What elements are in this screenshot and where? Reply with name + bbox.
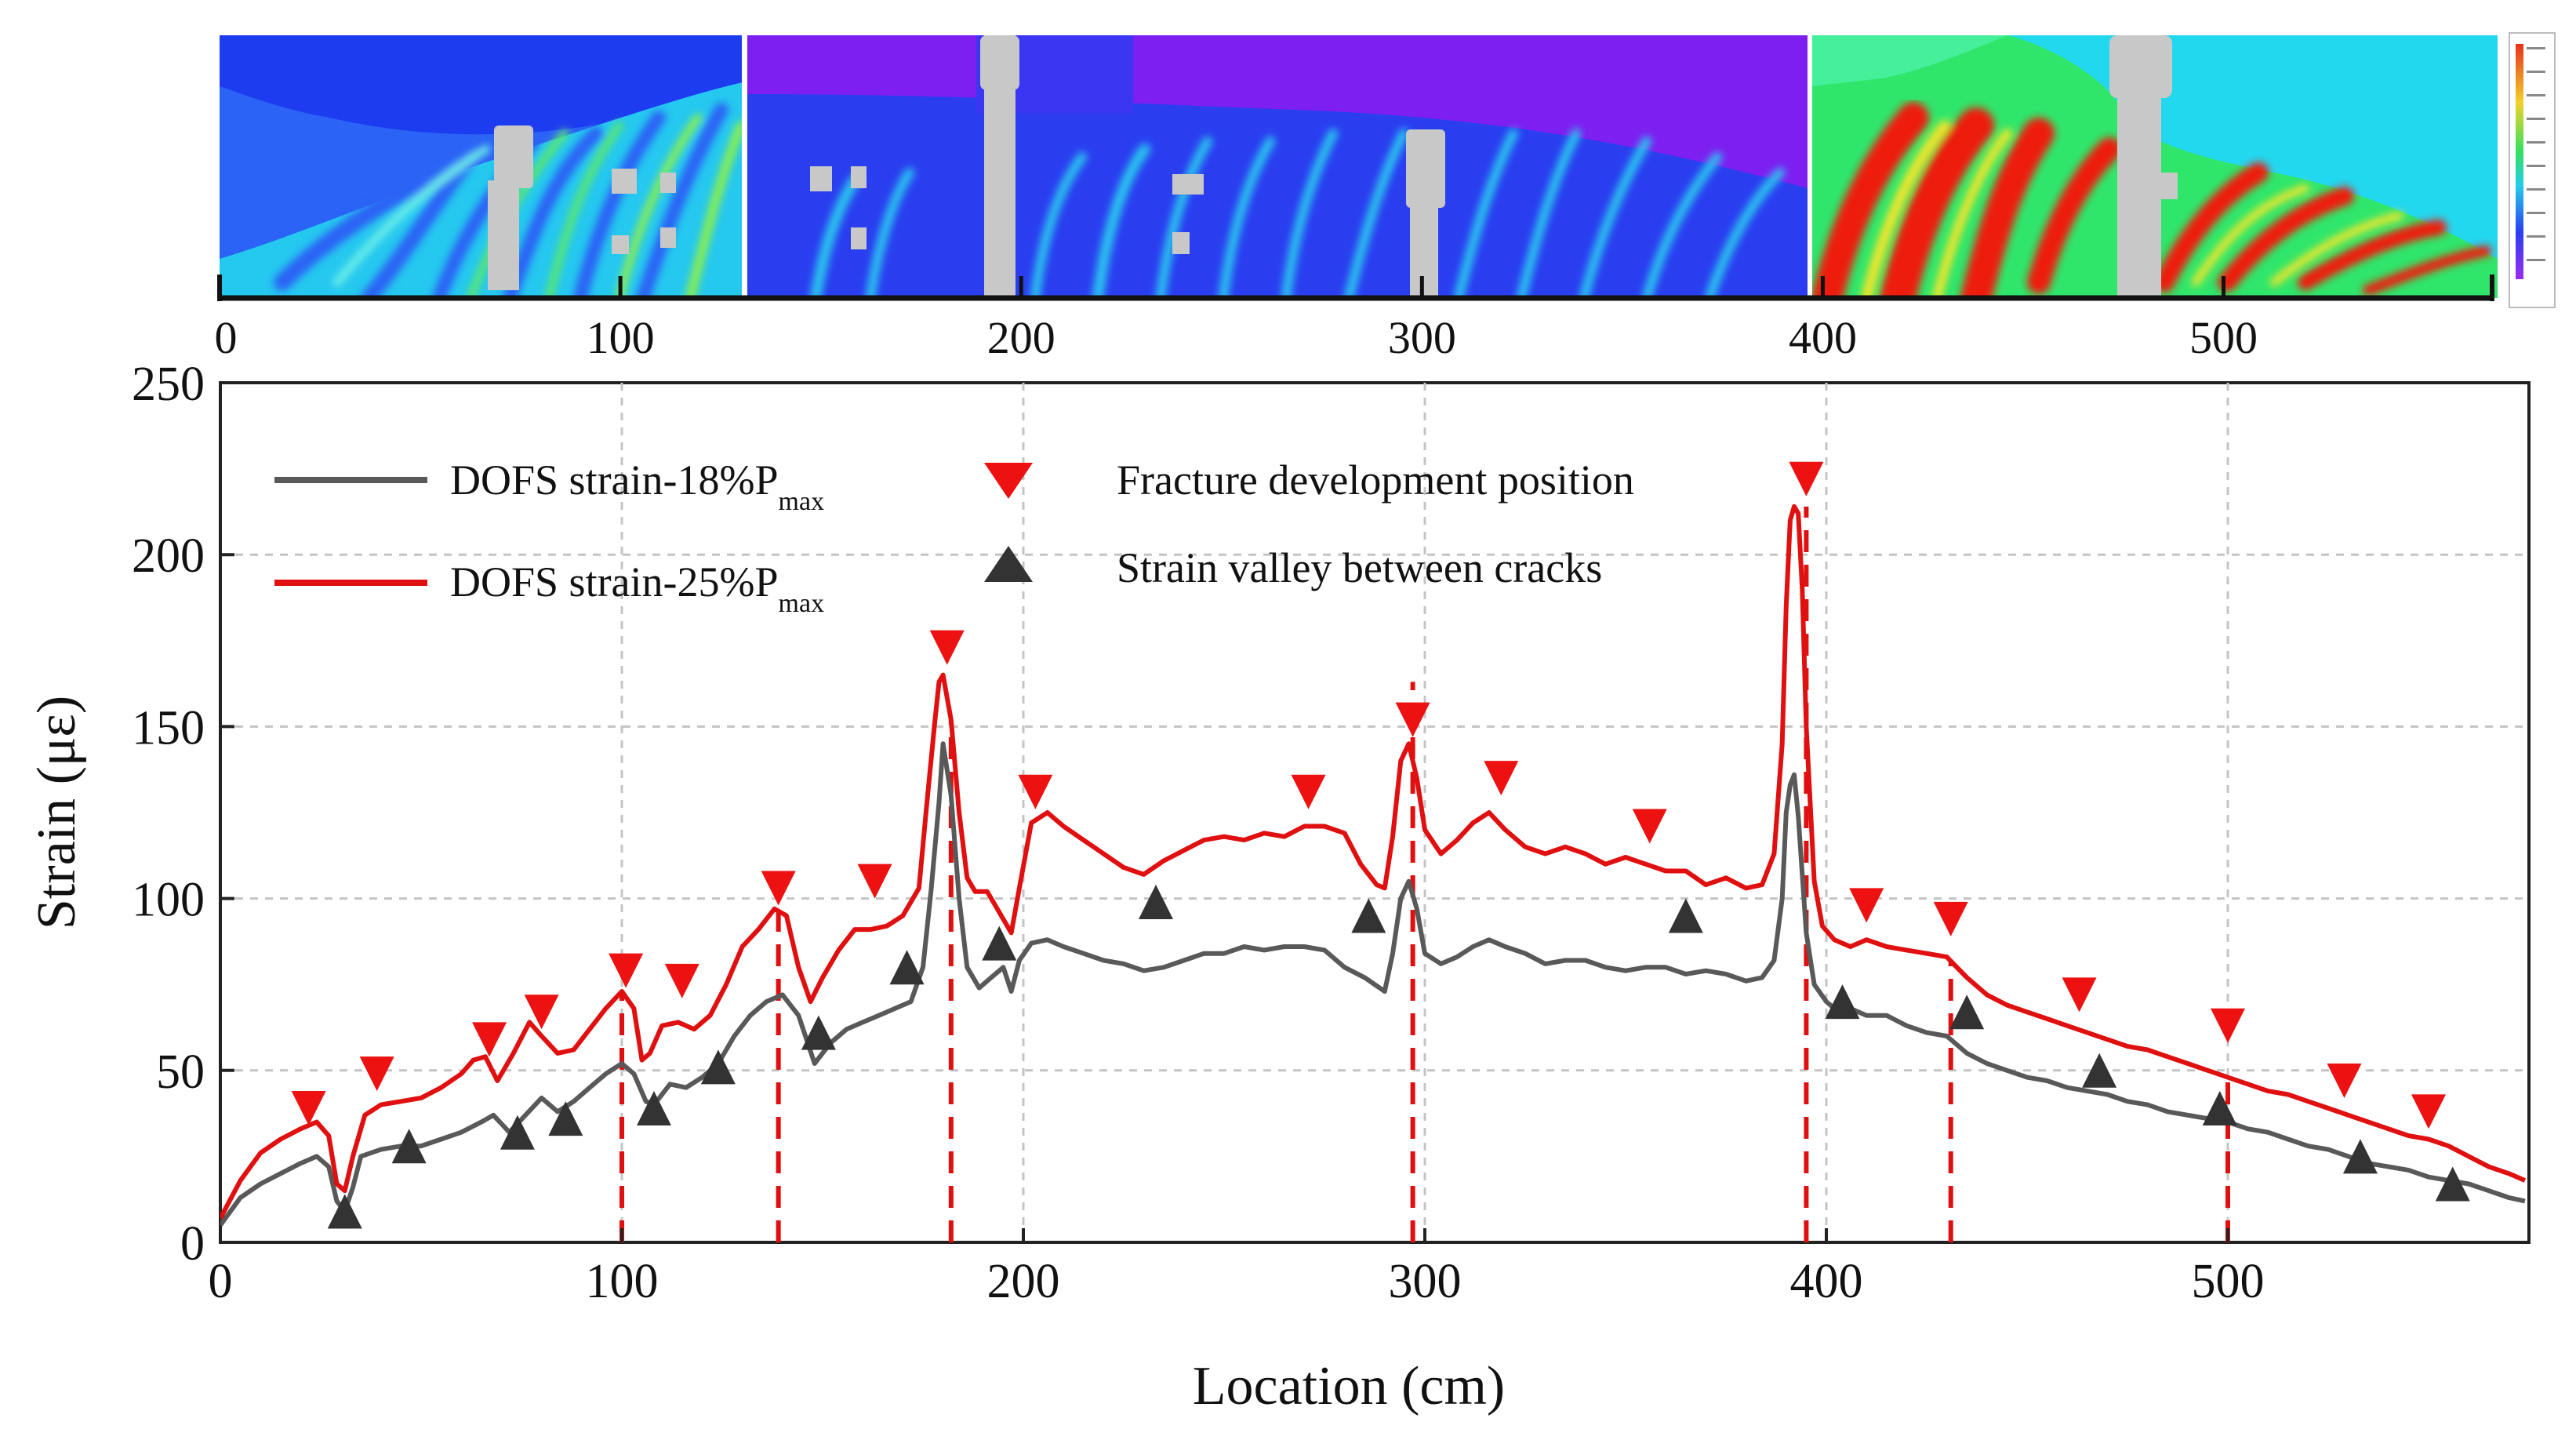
series-line-18pct [220, 741, 2526, 1227]
fracture-marker [664, 963, 699, 998]
contour-tick-label: 500 [2189, 312, 2258, 363]
legend-fracture-marker [984, 463, 1033, 499]
valley-marker [500, 1114, 535, 1150]
fracture-marker [761, 871, 796, 906]
contour-tick-label: 300 [1388, 312, 1456, 363]
legend-label-18: DOFS strain-18%Pmax [450, 456, 824, 516]
fracture-marker [2411, 1094, 2446, 1129]
fracture-marker [359, 1056, 394, 1092]
fracture-marker [472, 1022, 507, 1057]
fracture-marker [1789, 461, 1824, 496]
contour-tick-label: 400 [1789, 312, 1857, 363]
plot-area [219, 381, 2531, 1244]
valley-marker [2082, 1053, 2117, 1088]
contour-tick-label: 0 [215, 312, 238, 363]
x-tick-label: 0 [209, 1255, 233, 1308]
valley-marker [636, 1091, 671, 1126]
valley-marker [2202, 1091, 2237, 1126]
y-axis-label: Strain (με) [27, 696, 87, 929]
fracture-marker [2211, 1008, 2245, 1043]
fracture-marker [1849, 888, 1884, 923]
contour-panel-3 [1811, 35, 2498, 298]
series-lines [220, 504, 2527, 1227]
valley-marker [391, 1129, 427, 1164]
fracture-marker [291, 1091, 326, 1126]
valley-marker [1825, 984, 1860, 1020]
valley-marker [1949, 994, 1985, 1030]
x-tick-label: 400 [1790, 1255, 1863, 1308]
fracture-marker [609, 953, 644, 988]
valley-marker [548, 1101, 583, 1136]
legend-label-valley: Strain valley between cracks [1117, 544, 1602, 591]
y-tick-label: 150 [132, 701, 205, 754]
legend: DOFS strain-18%Pmax DOFS strain-25%Pmax … [274, 456, 1634, 618]
valley-marker [889, 950, 925, 985]
contour-tick-label: 100 [587, 312, 655, 363]
fracture-marker [2062, 977, 2097, 1013]
fracture-marker [2327, 1063, 2362, 1098]
valley-marker [2342, 1139, 2378, 1174]
x-tick-label: 200 [987, 1255, 1060, 1308]
contour-panel-1 [220, 35, 743, 298]
y-tick-label: 0 [180, 1217, 205, 1271]
valley-marker [700, 1049, 736, 1085]
valley-marker [1138, 884, 1173, 919]
y-tick-label: 250 [132, 358, 205, 411]
x-tick-label: 300 [1389, 1255, 1462, 1308]
x-tick-label: 100 [586, 1255, 659, 1308]
axis-ticks: 0 100 200 300 400 500 0 50 100 150 200 250 [132, 358, 2265, 1308]
valley-marker [801, 1015, 836, 1050]
y-tick-label: 50 [156, 1045, 205, 1099]
valley-marker [2435, 1166, 2470, 1202]
contour-tick-label: 200 [987, 312, 1055, 363]
fracture-marker [1395, 702, 1430, 737]
valley-marker [1668, 898, 1703, 933]
fracture-marker [929, 630, 965, 665]
fracture-marker [1632, 809, 1667, 844]
color-legend-bar [2509, 32, 2556, 308]
valley-marker [982, 925, 1017, 961]
fracture-marker [1291, 774, 1326, 809]
markers [291, 461, 2470, 1229]
valley-marker [1351, 898, 1386, 933]
fracture-marker [524, 994, 559, 1030]
y-tick-label: 100 [132, 874, 205, 927]
fracture-marker [1933, 901, 1968, 936]
contour-panel-2 [747, 35, 1808, 298]
legend-label-25: DOFS strain-25%Pmax [450, 558, 824, 618]
fracture-marker [1484, 761, 1519, 796]
valley-marker [327, 1194, 362, 1229]
legend-valley-marker [984, 546, 1033, 582]
series-line-25pct [220, 504, 2527, 1220]
legend-label-fracture: Fracture development position [1117, 456, 1634, 504]
y-tick-label: 200 [132, 529, 205, 583]
fracture-marker [857, 864, 892, 899]
fracture-marker [1018, 774, 1053, 809]
contour-strip: 0 100 200 300 400 500 [215, 32, 2556, 363]
strain-chart: 0 100 200 300 400 500 0 50 100 150 200 250 Location… [27, 358, 2531, 1416]
x-tick-label: 500 [2192, 1255, 2265, 1308]
x-axis-label: Location (cm) [1193, 1356, 1505, 1416]
